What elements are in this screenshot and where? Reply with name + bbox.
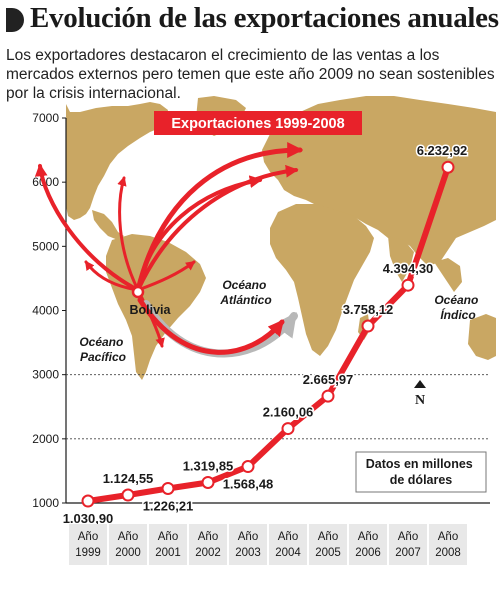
value-label: 1.124,55 [103,471,154,486]
data-point [201,475,215,489]
data-point [121,488,135,502]
y-tick-label: 5000 [32,239,59,253]
value-label: 6.232,92 [417,143,468,158]
y-tick-label: 1000 [32,496,59,510]
x-tick-label: Año 1999 [75,531,101,559]
banner-label: Exportaciones 1999-2008 [171,116,344,132]
x-tick-label: Año 2005 [315,531,341,559]
chart-subtitle: Los exportadores destacaron el crecimien… [6,47,495,102]
x-tick-box [149,524,187,565]
route-arrow-atlantic [137,297,285,355]
x-tick-label: Año 2002 [195,531,221,559]
units-note: Datos en millones de dólares [366,457,476,487]
units-note-box: Datos en millones de dólares [355,451,487,493]
x-tick-box [349,524,387,565]
map-land-oceania [468,314,496,360]
x-tick-label: Año 2003 [235,531,261,559]
x-tick-label: Año 2001 [155,531,181,559]
data-point [441,160,455,174]
ocean-pacific-line2: Pacífico [80,350,126,364]
ocean-pacific-line1: Océano [79,335,123,349]
value-label: 1.319,85 [183,458,234,473]
y-tick-label: 4000 [32,304,59,318]
value-label: 1.030,90 [63,511,114,526]
x-tick-box [229,524,267,565]
route-arrow-east [136,260,196,292]
value-label: 3.758,12 [343,302,394,317]
ocean-atlantic-label: Océano Atlántico [219,278,271,307]
world-map [66,96,496,380]
x-tick-label: Año 2008 [435,531,461,559]
x-tick-label: Año 2004 [275,531,301,559]
y-tick-label: 7000 [32,111,59,125]
north-arrow-icon: N [414,380,426,408]
x-tick-box [429,524,467,565]
x-tick-box [389,524,427,565]
value-label: 1.226,21 [143,498,194,513]
map-land-africa [270,204,374,356]
ocean-atlantic-line1: Océano [222,278,266,292]
map-land-southeast-asia [434,258,462,292]
x-tick-label: Año 2006 [355,531,381,559]
route-arrow-europe-2 [136,164,299,292]
ocean-atlantic-line2: Atlántico [219,293,271,307]
value-label: 2.160,06 [263,405,314,420]
chart-title: Evolución de las exportaciones anuales [30,2,499,34]
y-tick-label: 2000 [32,432,59,446]
x-tick-box [309,524,347,565]
series-line [85,164,451,505]
x-tick-box [69,524,107,565]
x-tick-label: Año 2007 [395,531,421,559]
ocean-indian-line2: Índico [440,307,475,322]
exports-banner: Exportaciones 1999-2008 [154,111,362,135]
value-label: 4.394,30 [383,261,434,276]
route-arrow-north-america [34,163,140,292]
data-point [321,389,335,403]
value-label: 2.665,97 [303,372,354,387]
x-tick-box [109,524,147,565]
ocean-pacific-label: Océano Pacífico [79,335,126,364]
title-bullet-icon [6,8,24,32]
data-point [401,278,415,292]
x-tick-box [269,524,307,565]
data-point [281,422,295,436]
route-arrow-asia [136,175,263,292]
data-point [361,319,375,333]
units-note-line2: de dólares [390,473,453,487]
export-routes [34,142,304,358]
x-tick-label: Año 2000 [115,531,141,559]
y-tick-label: 3000 [32,368,59,382]
data-point [241,460,255,474]
north-label: N [415,393,425,408]
map-land-north-america [66,102,168,220]
data-point [81,494,95,508]
origin-marker [131,285,145,299]
route-arrow-west [84,260,140,292]
map-land-central-america [92,210,124,240]
ocean-indian-line1: Océano [434,293,478,307]
route-arrow-north [117,176,140,292]
map-land-eurasia [262,96,496,266]
units-note-line1: Datos en millones [366,457,473,471]
y-tick-label: 6000 [32,175,59,189]
ocean-indian-label: Océano Índico [434,293,481,322]
x-tick-box [189,524,227,565]
map-land-india [388,236,414,282]
origin-label: Bolivia [130,303,172,317]
value-label: 1.568,48 [223,477,274,492]
data-point [161,481,175,495]
